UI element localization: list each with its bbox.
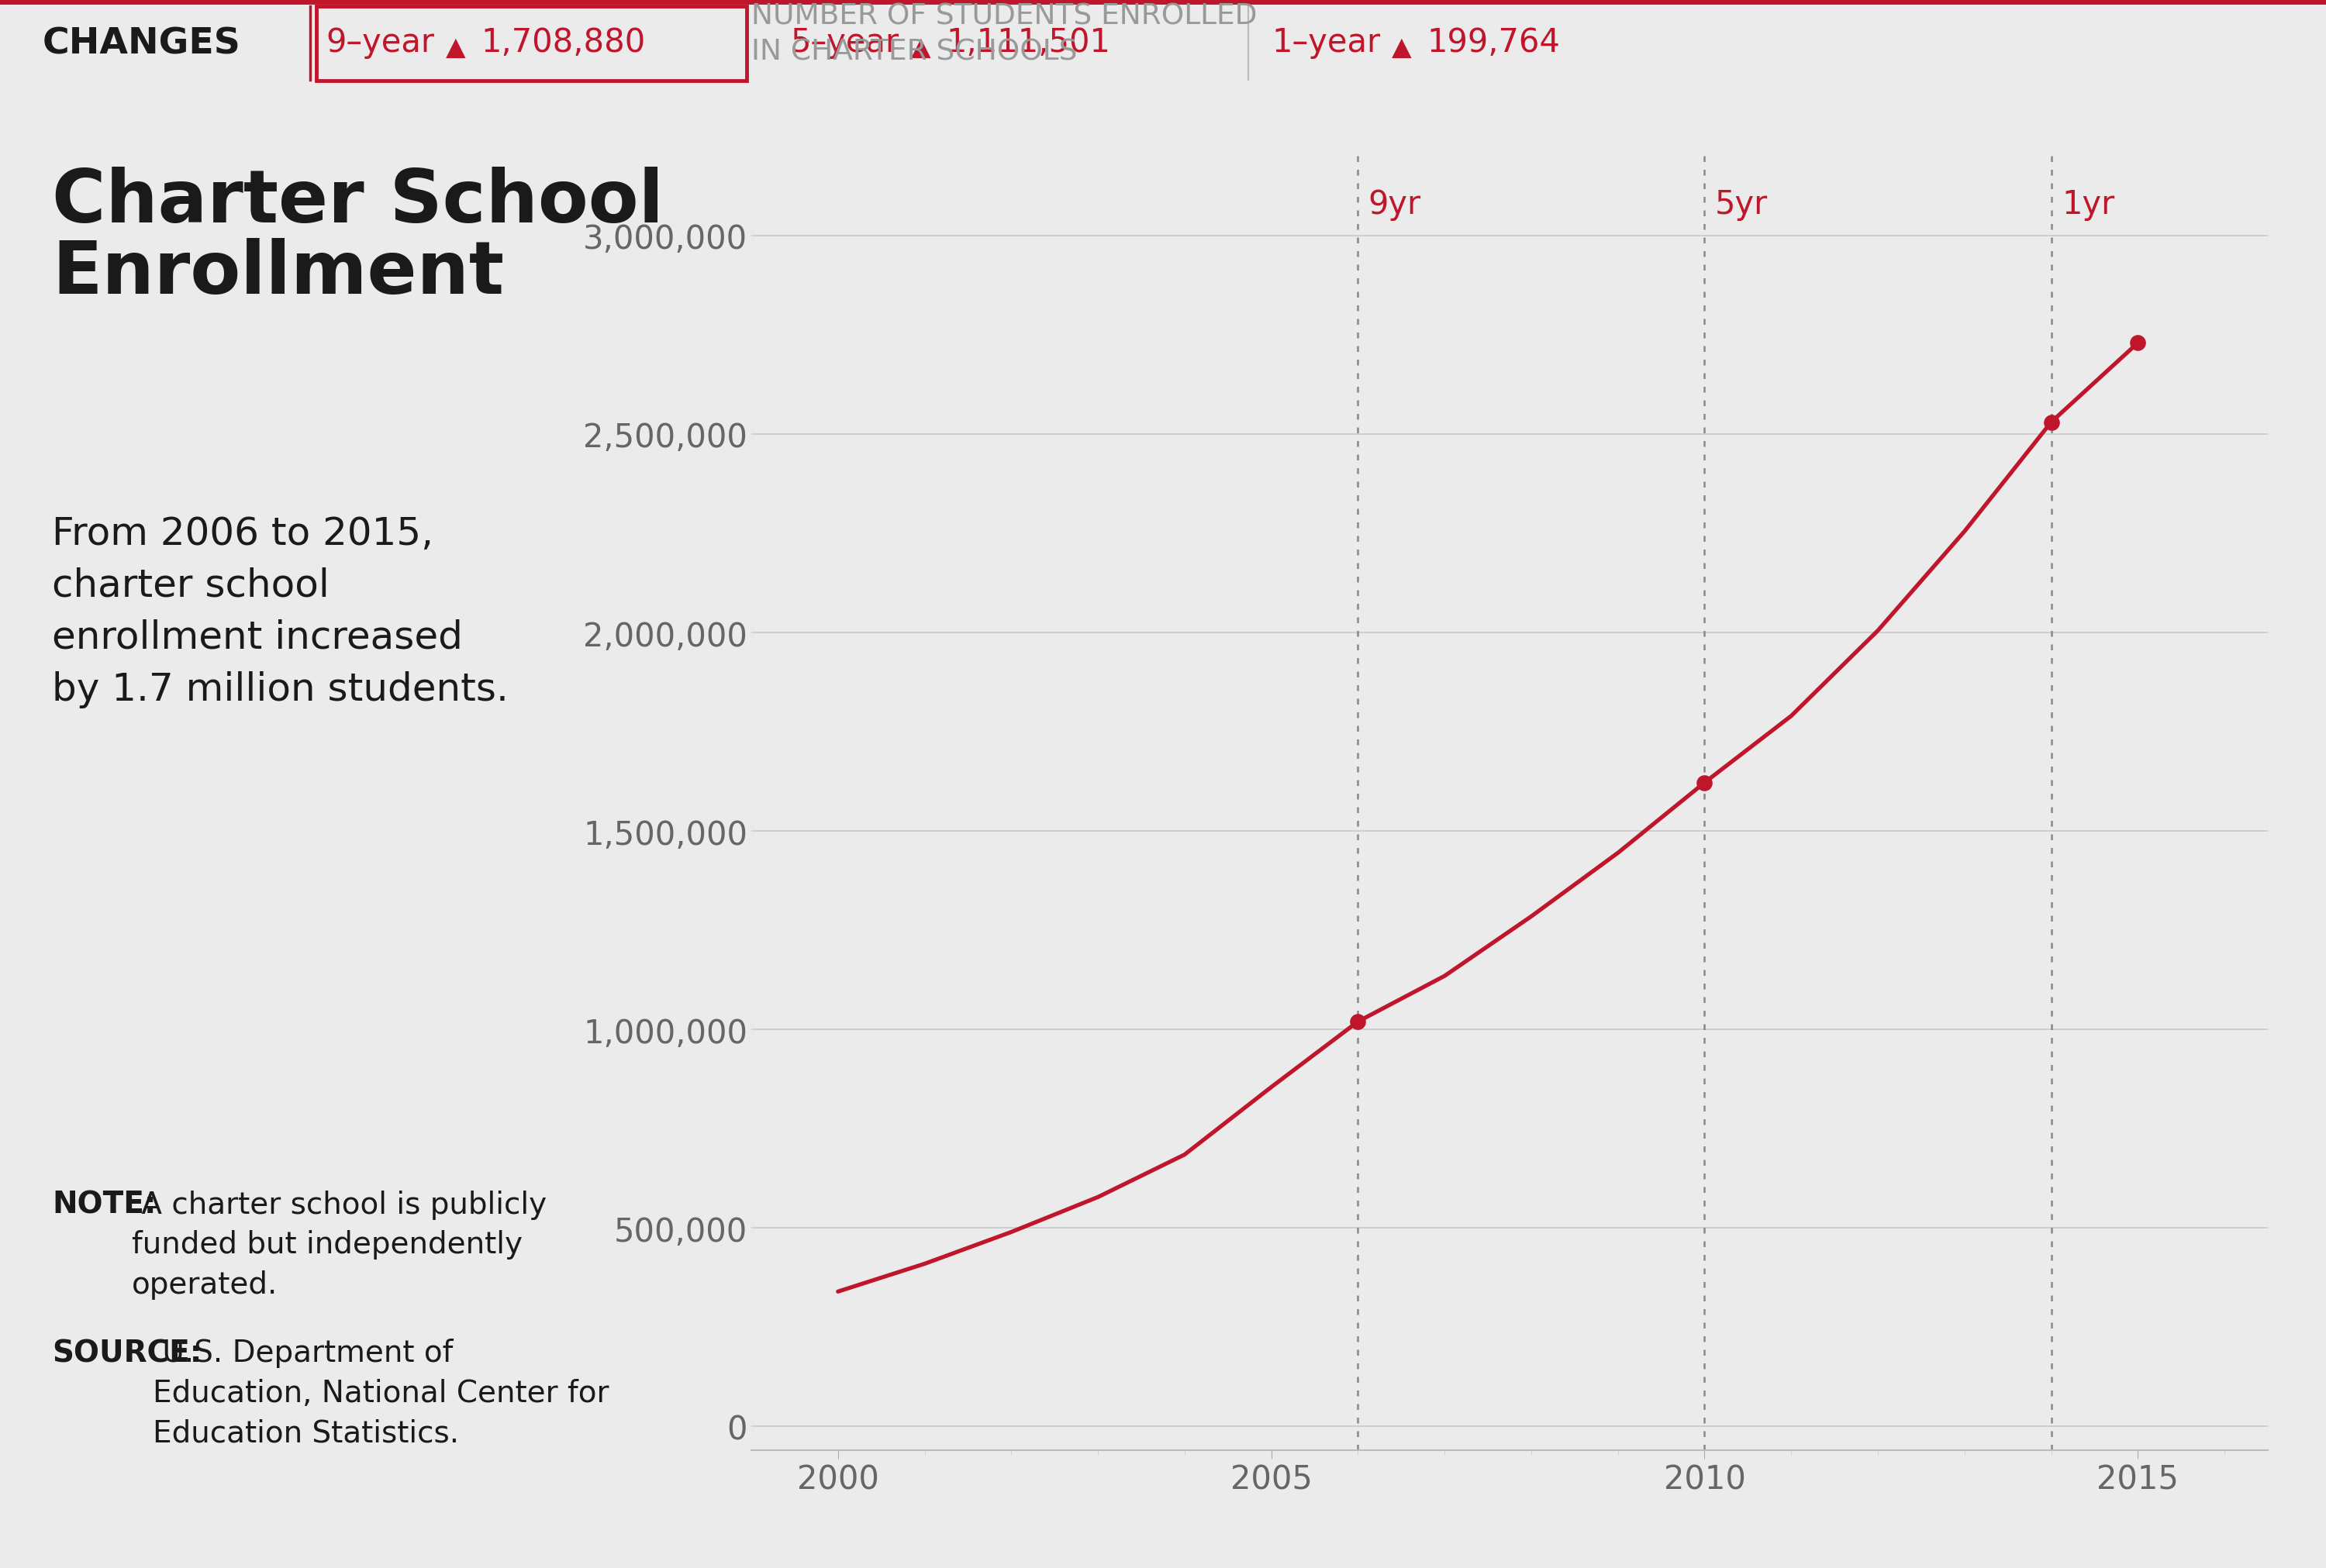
Text: 1–year: 1–year xyxy=(1272,27,1379,58)
Text: A charter school is publicly
funded but independently
operated.: A charter school is publicly funded but … xyxy=(133,1190,547,1298)
Point xyxy=(1686,770,1724,795)
Text: ▲: ▲ xyxy=(912,34,930,60)
Text: U.S. Department of
Education, National Center for
Education Statistics.: U.S. Department of Education, National C… xyxy=(154,1338,609,1447)
Text: NUMBER OF STUDENTS ENROLLED
IN CHARTER SCHOOLS: NUMBER OF STUDENTS ENROLLED IN CHARTER S… xyxy=(751,3,1256,66)
Text: CHANGES: CHANGES xyxy=(42,27,242,61)
Text: ▲: ▲ xyxy=(447,34,465,60)
Point xyxy=(1340,1010,1377,1035)
Text: 199,764: 199,764 xyxy=(1426,27,1561,58)
Point xyxy=(2033,411,2070,436)
Text: SOURCE:: SOURCE: xyxy=(51,1338,202,1367)
Text: 1,708,880: 1,708,880 xyxy=(481,27,644,58)
Point xyxy=(2119,331,2156,356)
Text: Charter School
Enrollment: Charter School Enrollment xyxy=(51,166,663,309)
Text: From 2006 to 2015,
charter school
enrollment increased
by 1.7 million students.: From 2006 to 2015, charter school enroll… xyxy=(51,514,509,707)
Text: 1,111,501: 1,111,501 xyxy=(947,27,1110,58)
Text: ▲: ▲ xyxy=(1391,34,1412,60)
Text: 9yr: 9yr xyxy=(1368,188,1421,221)
Text: 9–year: 9–year xyxy=(326,27,435,58)
Text: NOTE:: NOTE: xyxy=(51,1190,156,1220)
Text: 5yr: 5yr xyxy=(1714,188,1768,221)
Text: 1yr: 1yr xyxy=(2061,188,2114,221)
Text: 5–year: 5–year xyxy=(791,27,900,58)
